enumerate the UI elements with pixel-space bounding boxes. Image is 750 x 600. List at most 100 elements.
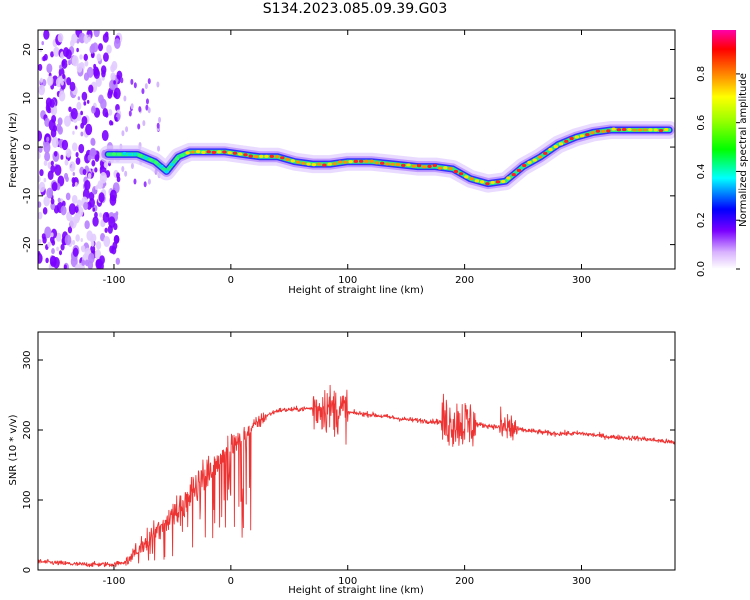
colorbar-tick-label: 0.4 <box>696 163 707 179</box>
spectrogram-noise-blob <box>43 141 51 154</box>
spectrogram-noise-blob <box>68 203 77 215</box>
spectrogram-ridge-hotspot <box>511 173 516 177</box>
spectrogram-noise-blob <box>90 240 95 247</box>
spectrogram-noise-blob <box>41 86 45 92</box>
spectrogram-ridge-hotspot <box>585 132 590 137</box>
spectrogram-noise-blob <box>130 163 134 170</box>
spectrogram-ridge-hotspot <box>658 128 664 133</box>
spectrogram-ridge-hotspot <box>448 166 453 171</box>
snr-y-tick-label: 100 <box>22 490 33 509</box>
spectrogram-noise-blob <box>88 84 94 94</box>
spectrogram-noise-blob <box>108 109 113 116</box>
spectrogram-noise-blob <box>107 90 113 99</box>
spectrogram-noise-blob <box>157 145 161 152</box>
spectrogram-ridge-hotspot <box>500 179 506 184</box>
spectrogram-ridge-hotspot <box>159 164 164 169</box>
spectrogram-noise-blob <box>81 259 86 266</box>
spectrogram-noise-blob <box>43 160 48 167</box>
spectrogram-noise-blob <box>109 189 117 202</box>
spectrogram-ridge-hotspot <box>569 136 574 141</box>
spectrogram-noise-blob <box>47 106 51 112</box>
spectrogram-ridge-hotspot <box>537 155 543 159</box>
spectrogram-x-tick-label: 0 <box>228 275 234 286</box>
colorbar-gradient <box>712 30 736 269</box>
snr-y-tick-label: 200 <box>22 420 33 439</box>
colorbar-tick-label: 0.6 <box>696 115 707 131</box>
spectrogram-noise-blob <box>58 90 66 102</box>
spectrogram-y-axis-label: Frequency (Hz) <box>8 112 19 188</box>
spectrogram-noise-blob <box>87 36 91 42</box>
spectrogram-noise-blob <box>38 181 46 193</box>
spectrogram-noise-blob <box>100 65 107 75</box>
spectrogram-noise-blob <box>80 237 83 242</box>
spectrogram-ridge-hotspot <box>527 160 532 164</box>
spectrogram-noise-blob <box>133 82 137 89</box>
spectrogram-noise-blob <box>74 181 78 187</box>
spectrogram-noise-blob <box>147 178 151 185</box>
spectrogram-ridge-hotspot <box>222 150 227 154</box>
spectrogram-noise-blob <box>61 200 66 207</box>
spectrogram-noise-blob <box>47 170 54 181</box>
spectrogram-noise-blob <box>141 88 145 95</box>
spectrogram-noise-blob <box>76 47 79 53</box>
spectrogram-ridge-hotspot <box>132 152 138 156</box>
spectrogram-ridge-hotspot <box>290 159 295 163</box>
spectrogram-ridge-hotspot <box>306 162 311 166</box>
spectrogram-ridge-hotspot <box>180 153 185 157</box>
spectrogram-noise-blob <box>87 154 92 161</box>
spectrogram-noise-blob <box>42 207 48 215</box>
spectrogram-noise-blob <box>97 260 104 269</box>
spectrogram-noise-blob <box>74 125 78 130</box>
spectrogram-noise-blob <box>83 53 88 61</box>
spectrogram-ridge-hotspot <box>395 162 401 167</box>
chart-title: S134.2023.085.09.39.G03 <box>262 1 448 17</box>
colorbar-tick-label: 0.8 <box>696 66 707 82</box>
spectrogram-noise-blob <box>89 45 95 54</box>
spectrogram-ridge-hotspot <box>138 153 143 157</box>
spectrogram-noise-blob <box>125 126 129 133</box>
spectrogram-ridge-hotspot <box>469 177 474 181</box>
spectrogram-noise-blob <box>75 152 79 158</box>
spectrogram-noise-blob <box>109 119 113 126</box>
spectrogram-noise-blob <box>55 232 62 242</box>
spectrogram-ridge-hotspot <box>253 154 259 159</box>
spectrogram-noise-blob <box>71 164 74 170</box>
spectrogram-ridge-hotspot <box>664 127 669 132</box>
spectrogram-x-tick-label: 200 <box>455 275 474 286</box>
spectrogram-noise-blob <box>85 123 93 136</box>
spectrogram-noise-blob <box>75 213 81 222</box>
spectrogram-noise-blob <box>111 246 117 255</box>
spectrogram-noise-blob <box>91 160 96 167</box>
spectrogram-noise-blob <box>63 172 69 180</box>
spectrogram-noise-blob <box>128 110 132 117</box>
spectrogram-x-ticks: -100 0 100 200 300 <box>103 30 591 286</box>
spectrogram-noise-blob <box>63 115 71 127</box>
spectrogram-noise-blob <box>84 220 90 230</box>
spectrogram-ridge-hotspot <box>301 161 306 165</box>
spectrogram-noise-blob <box>45 257 49 264</box>
snr-y-axis-label: SNR (10 * v/v) <box>8 414 19 485</box>
spectrogram-ridge-hotspot <box>432 163 438 168</box>
spectrogram-noise-blob <box>53 46 60 57</box>
spectrogram-ridge-hotspot <box>143 156 148 160</box>
spectrogram-noise-blob <box>74 206 79 213</box>
spectrogram-x-tick-label: 300 <box>572 275 591 286</box>
snr-x-axis-label: Height of straight line (km) <box>288 585 424 596</box>
spectrogram-noise-blob <box>88 252 95 264</box>
spectrogram-noise-blob <box>69 81 76 92</box>
spectrogram-ridge-hotspot <box>479 180 485 184</box>
spectrogram-noise-blob <box>103 52 109 62</box>
spectrogram-noise-blob <box>138 106 142 113</box>
spectrogram-noise-blob <box>71 55 79 67</box>
spectrogram-ridge-hotspot <box>148 158 153 162</box>
spectrogram-noise-blob <box>43 30 50 40</box>
colorbar-label: Normalized spectral amplitude <box>738 73 749 227</box>
spectrogram-noise-blob <box>67 226 73 234</box>
spectrogram-ridge-hotspot <box>490 180 495 185</box>
spectrogram-noise-blob <box>90 245 96 254</box>
spectrogram-ridge-hotspot <box>274 154 280 159</box>
spectrogram-noise-blob <box>106 44 112 54</box>
spectrogram-noise-blob <box>41 41 45 46</box>
spectrogram-noise-blob <box>113 38 121 50</box>
spectrogram-ridge-hotspot <box>353 159 359 163</box>
